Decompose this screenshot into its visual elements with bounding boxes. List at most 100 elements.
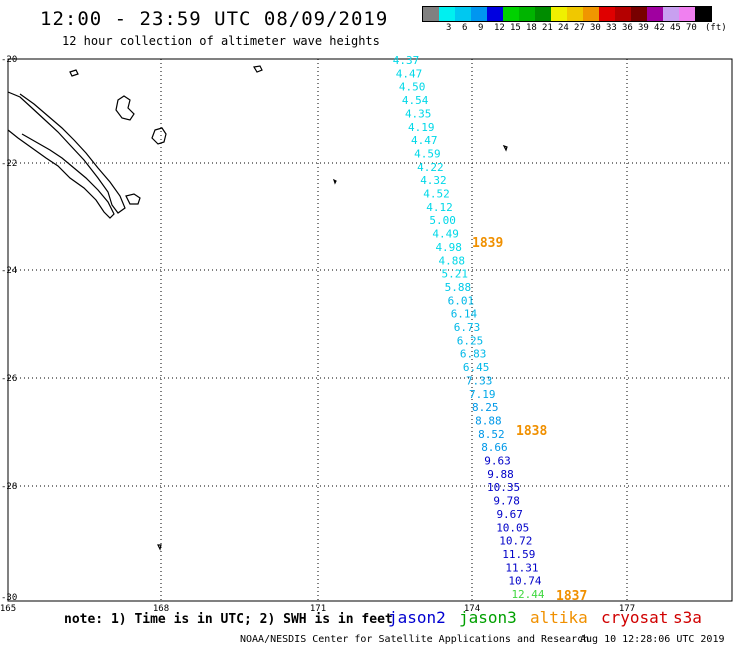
page-title: 12:00 - 23:59 UTC 08/09/2019 [40, 8, 389, 30]
color-scale [422, 6, 712, 22]
color-scale-label: 70 [686, 23, 697, 33]
wave-height-label: 4.50 [399, 81, 426, 94]
color-scale-label: 30 [590, 23, 601, 33]
color-swatch [423, 7, 439, 21]
wave-height-track: 4.374.474.504.544.354.194.474.594.224.32… [393, 54, 545, 601]
wave-height-label: 10.72 [499, 535, 532, 548]
lon-label: 174 [464, 604, 480, 614]
color-scale-label: 6 [462, 23, 468, 33]
color-swatch [615, 7, 631, 21]
satellite-legend-item: s3a [673, 608, 702, 627]
coastline-island-small-3 [502, 144, 508, 152]
coastline-loyalty-lifou [151, 127, 167, 145]
wave-height-label: 4.59 [414, 147, 441, 160]
coastline [7, 65, 508, 551]
page-subtitle: 12 hour collection of altimeter wave hei… [62, 34, 380, 48]
color-swatch [631, 7, 647, 21]
wave-height-label: 4.88 [439, 254, 466, 267]
timestamp-text: Aug 10 12:28:06 UTC 2019 [580, 634, 725, 645]
wave-height-label: 9.63 [484, 455, 511, 468]
wave-height-label: 4.47 [411, 134, 438, 147]
lat-label: -22 [1, 159, 17, 169]
wave-height-label: 7.19 [469, 388, 496, 401]
time-label: 1839 [472, 236, 503, 251]
color-scale-label: 45 [670, 23, 681, 33]
color-scale-label: 9 [478, 23, 484, 33]
color-swatch [471, 7, 487, 21]
wave-height-label: 8.88 [475, 414, 502, 427]
wave-height-label: 4.49 [432, 228, 459, 241]
coastline-island-small-2 [253, 65, 263, 73]
wave-height-label: 9.67 [496, 508, 523, 521]
credit-text: NOAA/NESDIS Center for Satellite Applica… [240, 634, 590, 645]
satellite-legend-item: altika [530, 608, 588, 627]
wave-height-label: 9.78 [493, 495, 520, 508]
wave-height-label: 4.19 [408, 121, 435, 134]
coastline-loyalty-maré [115, 95, 135, 121]
wave-height-label: 4.47 [396, 67, 423, 80]
coastline-island-small-4 [332, 178, 337, 185]
coastline-isle-of-pines [125, 193, 141, 205]
wave-height-label: 10.05 [496, 521, 529, 534]
map-border [7, 58, 733, 602]
satellite-legend-item: cryosat [601, 608, 669, 627]
wave-height-label: 4.54 [402, 94, 429, 107]
lon-label: 168 [153, 604, 169, 614]
wave-height-label: 4.32 [420, 174, 447, 187]
color-swatch [439, 7, 455, 21]
time-label: 1837 [556, 589, 587, 604]
color-scale-label: 24 [558, 23, 569, 33]
color-swatch [567, 7, 583, 21]
wave-height-label: 8.66 [481, 441, 508, 454]
color-scale-label: 42 [654, 23, 665, 33]
lon-label: 177 [619, 604, 635, 614]
color-swatch [535, 7, 551, 21]
wave-height-label: 11.31 [505, 561, 538, 574]
wave-height-label: 5.21 [442, 268, 469, 281]
coastline-new-caledonia-inner [7, 129, 115, 219]
longitude-labels: 165 168 171 174 177 [0, 604, 635, 614]
wave-height-label: 6.45 [463, 361, 490, 374]
lat-label: -28 [1, 482, 17, 492]
color-swatch [679, 7, 695, 21]
latitude-labels: -20 -22 -24 -26 -28 -30 [1, 55, 17, 603]
color-swatch [583, 7, 599, 21]
wave-height-label: 4.98 [435, 241, 462, 254]
color-swatch [455, 7, 471, 21]
wave-height-label: 8.25 [472, 401, 499, 414]
map-frame [7, 58, 733, 602]
color-scale-label: 21 [542, 23, 553, 33]
lat-label: -30 [1, 593, 17, 603]
wave-height-label: 4.37 [393, 54, 420, 67]
wave-height-label: 4.22 [417, 161, 444, 174]
map-grid [8, 59, 732, 601]
lat-label: -20 [1, 55, 17, 65]
color-swatch [487, 7, 503, 21]
color-scale-label: 36 [622, 23, 633, 33]
color-scale-label: 3 [446, 23, 452, 33]
lon-label: 165 [0, 604, 16, 614]
coastline-island-small-5 [157, 544, 162, 551]
color-swatch [503, 7, 519, 21]
lon-label: 171 [310, 604, 326, 614]
wave-height-label: 6.83 [460, 348, 487, 361]
wave-height-label: 6.14 [451, 308, 478, 321]
wave-height-label: 6.73 [454, 321, 481, 334]
color-swatch [519, 7, 535, 21]
coastline-new-caledonia-outer [7, 91, 126, 214]
color-scale-label: 15 [510, 23, 521, 33]
time-label: 1838 [516, 424, 547, 439]
wave-height-label: 12.44 [511, 588, 544, 601]
lat-label: -26 [1, 374, 17, 384]
time-labels: 1839 1838 1837 [472, 236, 587, 604]
color-swatch [647, 7, 663, 21]
wave-height-label: 5.00 [429, 214, 456, 227]
wave-height-label: 4.52 [423, 188, 450, 201]
wave-height-label: 8.52 [478, 428, 505, 441]
color-swatch [663, 7, 679, 21]
color-swatch [695, 7, 711, 21]
color-scale-unit: (ft) [705, 23, 727, 33]
wave-height-label: 6.01 [448, 294, 475, 307]
color-scale-label: 12 [494, 23, 505, 33]
